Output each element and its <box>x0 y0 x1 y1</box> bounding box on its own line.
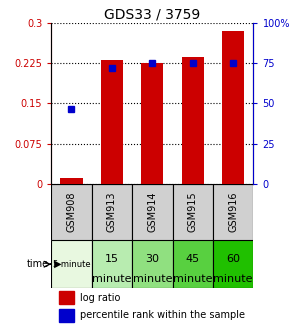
Bar <box>101 60 123 184</box>
Bar <box>173 184 213 240</box>
Text: 45: 45 <box>186 254 200 264</box>
Bar <box>59 308 74 322</box>
Bar <box>92 184 132 240</box>
Bar <box>213 240 253 288</box>
Bar <box>60 179 83 184</box>
Bar <box>173 240 213 288</box>
Text: GSM913: GSM913 <box>107 192 117 232</box>
Text: minute: minute <box>133 274 172 284</box>
Text: GSM916: GSM916 <box>228 192 238 232</box>
Text: minute: minute <box>92 274 132 284</box>
Text: percentile rank within the sample: percentile rank within the sample <box>80 310 245 320</box>
Bar <box>51 184 92 240</box>
Bar <box>222 31 244 184</box>
Text: GSM908: GSM908 <box>67 192 76 232</box>
Bar <box>141 62 163 184</box>
Bar <box>213 184 253 240</box>
Bar <box>59 291 74 304</box>
Text: time: time <box>27 259 49 269</box>
Text: log ratio: log ratio <box>80 293 120 302</box>
Title: GDS33 / 3759: GDS33 / 3759 <box>104 8 200 22</box>
Bar <box>132 184 173 240</box>
Bar <box>92 240 132 288</box>
Text: GSM915: GSM915 <box>188 192 198 232</box>
Text: GSM914: GSM914 <box>147 192 157 232</box>
Text: 60: 60 <box>226 254 240 264</box>
Text: ▶: ▶ <box>51 259 62 269</box>
Text: 15: 15 <box>105 254 119 264</box>
Text: 5 minute: 5 minute <box>53 260 90 269</box>
Text: 30: 30 <box>145 254 159 264</box>
Text: minute: minute <box>173 274 212 284</box>
Bar <box>132 240 173 288</box>
Bar <box>182 57 204 184</box>
Text: minute: minute <box>214 274 253 284</box>
Bar <box>51 240 92 288</box>
